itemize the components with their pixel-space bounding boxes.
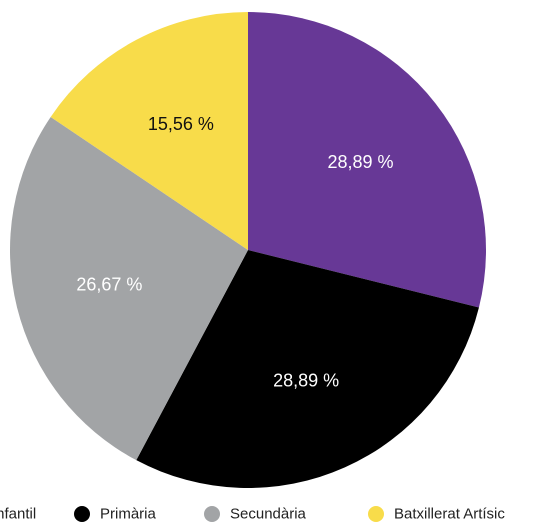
legend-swatch-secundaria — [204, 506, 220, 522]
pie-slice-infantil — [248, 12, 487, 308]
legend-item-secundaria: Secundària — [204, 506, 307, 523]
legend-item-batxillerat-artisic: Batxillerat Artísic — [368, 506, 505, 523]
slice-label-secundaria: 26,67 % — [76, 275, 142, 295]
pie-slice-batxillerat-artisic — [50, 12, 248, 250]
slice-label-infantil: 28,89 % — [327, 152, 393, 172]
legend-label-secundaria: Secundària — [230, 506, 307, 523]
legend-item-primaria: Primària — [74, 506, 156, 523]
legend-swatch-primaria — [74, 506, 90, 522]
legend-swatch-batxillerat-artisic — [368, 506, 384, 522]
slice-label-batxillerat-artisic: 15,56 % — [148, 114, 214, 134]
pie-slice-primaria — [136, 250, 479, 489]
pie-labels: 28,89 % 28,89 % 26,67 % 15,56 % — [76, 114, 393, 390]
slice-label-primaria: 28,89 % — [273, 370, 339, 390]
legend-label-primaria: Primària — [100, 506, 156, 523]
legend: Infantil Primària Secundària Batxillerat Ar… — [0, 506, 505, 523]
legend-label-infantil: Infantil — [0, 506, 36, 523]
pie-slice-secundaria — [9, 116, 249, 461]
pie-slices — [9, 12, 487, 489]
legend-item-infantil: Infantil — [0, 506, 36, 523]
legend-label-batxillerat-artisic: Batxillerat Artísic — [394, 506, 505, 523]
